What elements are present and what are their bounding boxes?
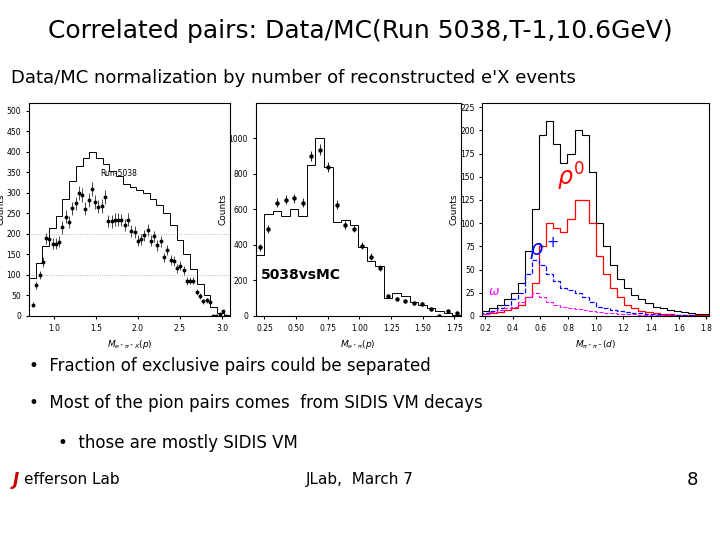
Text: $\omega$: $\omega$ [488, 286, 500, 299]
Y-axis label: Counts: Counts [450, 193, 459, 225]
Text: efferson Lab: efferson Lab [24, 472, 120, 487]
Text: •  Most of the pion pairs comes  from SIDIS VM decays: • Most of the pion pairs comes from SIDI… [29, 394, 482, 412]
Text: $\rho^0$: $\rho^0$ [557, 161, 585, 193]
Y-axis label: Counts: Counts [218, 193, 228, 225]
X-axis label: $M_{e^+\pi^+X}(p)$: $M_{e^+\pi^+X}(p)$ [107, 338, 153, 351]
Y-axis label: Counts: Counts [0, 193, 5, 225]
Text: 8: 8 [687, 471, 698, 489]
Text: •  those are mostly SIDIS VM: • those are mostly SIDIS VM [58, 434, 297, 451]
Text: 5038vsMC: 5038vsMC [261, 268, 341, 281]
X-axis label: $M_{e^+\pi}(p)$: $M_{e^+\pi}(p)$ [341, 338, 376, 351]
Text: J: J [13, 471, 19, 489]
Text: •  Fraction of exclusive pairs could be separated: • Fraction of exclusive pairs could be s… [29, 356, 431, 375]
Text: Correlated pairs: Data/MC(Run 5038,T-1,10.6GeV): Correlated pairs: Data/MC(Run 5038,T-1,1… [48, 19, 672, 43]
Text: JLab,  March 7: JLab, March 7 [306, 472, 414, 487]
Text: Run-5038: Run-5038 [100, 170, 137, 178]
Text: Data/MC normalization by number of reconstructed e'X events: Data/MC normalization by number of recon… [11, 69, 576, 87]
X-axis label: $M_{\pi^+\pi^-}(d)$: $M_{\pi^+\pi^-}(d)$ [575, 338, 616, 350]
Text: $\rho^+$: $\rho^+$ [529, 235, 559, 262]
